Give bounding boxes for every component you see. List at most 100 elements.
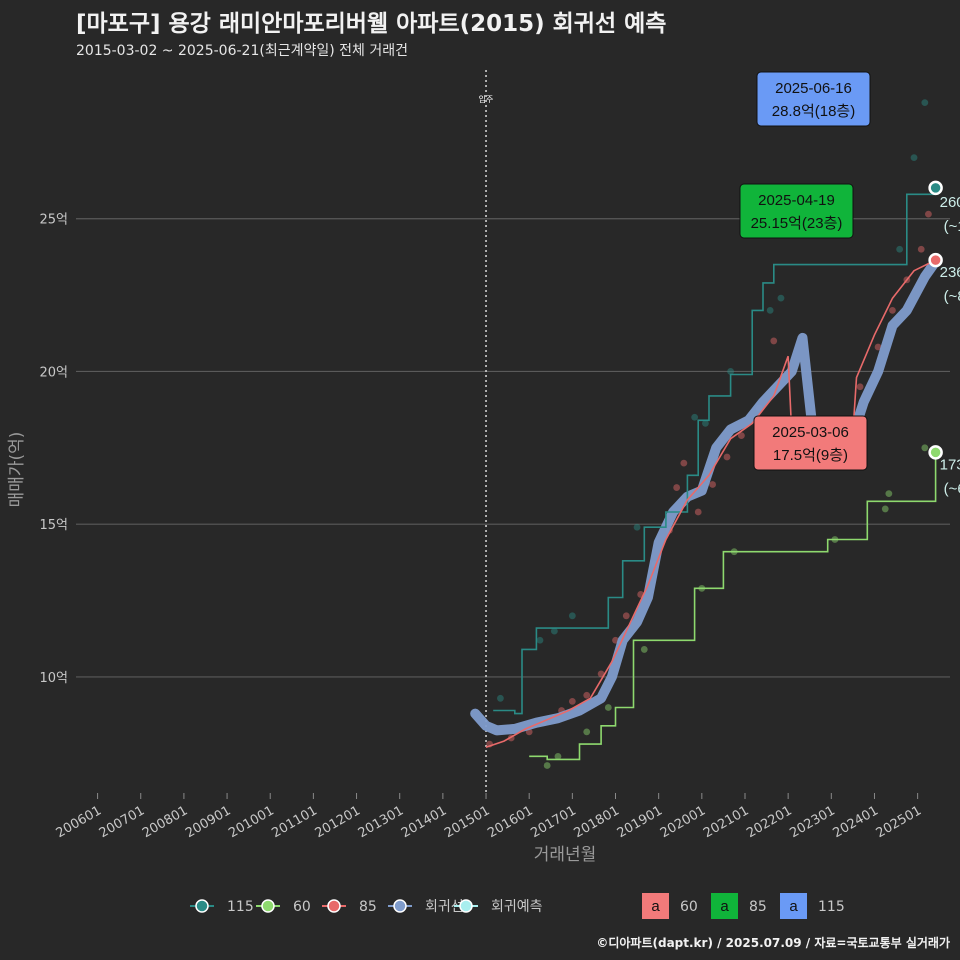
x-tick-label: 202101 — [701, 803, 751, 841]
regression-line — [470, 256, 941, 736]
forecast-value-label: 173,500 — [940, 456, 960, 473]
data-point-60 — [885, 490, 893, 498]
x-tick-label: 201001 — [226, 803, 276, 841]
data-point-115 — [568, 612, 576, 620]
data-point-85 — [889, 306, 896, 314]
data-point-85 — [694, 508, 702, 516]
data-point-60 — [881, 505, 889, 513]
x-tick-label: 202301 — [787, 803, 837, 841]
forecast-area-label: (~60㎡) — [944, 480, 960, 497]
legend-label: 60 — [293, 899, 311, 915]
legend-label: 회귀예측 — [491, 899, 543, 915]
forecast-value-label: 236,450 — [940, 264, 960, 281]
x-tick-label: 201501 — [442, 803, 492, 841]
y-axis-title: 매매가(억) — [7, 432, 27, 508]
y-tick-label: 10억 — [39, 671, 68, 686]
data-point-85 — [583, 691, 591, 699]
annotation-price: 17.5억(9층) — [773, 447, 848, 464]
data-point-85 — [622, 612, 630, 620]
annotation-date: 2025-03-06 — [772, 424, 849, 441]
x-tick-label: 201201 — [313, 803, 363, 841]
forecast-point-115 — [928, 180, 943, 196]
annotation-date: 2025-04-19 — [758, 192, 835, 209]
legend-label: 회귀선 — [425, 899, 464, 915]
x-tick-label: 201701 — [528, 803, 578, 841]
chart-subtitle: 2015-03-02 ~ 2025-06-21(최근계약일) 전체 거래건 — [76, 43, 408, 59]
forecast-value-label: 260,100 — [940, 194, 960, 211]
legend-label-glyph: a — [720, 898, 729, 915]
y-tick-label: 20억 — [39, 365, 68, 380]
annotation-box-60 — [753, 415, 868, 471]
x-tick-label: 202501 — [874, 803, 924, 841]
legend-label-text: 60 — [680, 899, 698, 915]
legend-label-swatch — [642, 893, 669, 919]
chart-footer: ©디아파트(dapt.kr) / 2025.07.09 / 자료=국토교통부 실… — [596, 936, 950, 950]
data-point-85 — [737, 432, 745, 440]
data-point-85 — [680, 459, 688, 467]
forecast-point-85 — [928, 252, 943, 268]
forecast-point-60 — [928, 445, 943, 460]
data-point-115 — [550, 627, 558, 635]
data-point-85 — [673, 484, 681, 491]
annotation-price: 28.8억(18층) — [772, 103, 855, 120]
data-point-115 — [777, 294, 785, 302]
data-point-115 — [691, 413, 699, 421]
data-point-115 — [896, 245, 904, 253]
data-point-60 — [604, 704, 612, 711]
data-point-115 — [497, 694, 504, 702]
data-point-60 — [554, 752, 562, 760]
x-tick-label: 200901 — [183, 803, 233, 841]
legend-label-swatch — [711, 893, 738, 919]
x-tick-label: 201901 — [615, 803, 665, 841]
series-line-60 — [529, 452, 937, 761]
forecast-area-label: (~115㎡) — [944, 218, 960, 235]
x-tick-label: 202201 — [744, 803, 794, 841]
data-point-85 — [770, 337, 778, 345]
legend-label: 115 — [227, 899, 254, 915]
legend-marker-regression — [393, 899, 407, 913]
data-point-115 — [910, 154, 918, 162]
legend-marker-115 — [195, 899, 209, 913]
y-tick-label: 15억 — [39, 518, 68, 533]
data-point-85 — [568, 697, 576, 705]
data-point-115 — [921, 99, 929, 107]
legend-label-text: 115 — [818, 899, 845, 915]
x-tick-label: 200701 — [97, 803, 147, 841]
annotation-price: 25.15억(23층) — [751, 215, 843, 232]
y-tick-label: 25억 — [39, 213, 68, 228]
data-point-115 — [536, 636, 544, 644]
x-tick-label: 200601 — [54, 803, 104, 841]
x-tick-label: 200801 — [140, 803, 190, 841]
data-point-115 — [766, 306, 774, 314]
data-point-85 — [723, 453, 731, 461]
annotation-date: 2025-06-16 — [775, 80, 852, 97]
forecast-area-label: (~85㎡) — [944, 288, 960, 305]
data-point-85 — [874, 343, 882, 351]
series-line-115 — [493, 187, 937, 715]
data-point-60 — [543, 762, 551, 769]
x-tick-label: 202401 — [831, 803, 881, 841]
legend-label-text: 85 — [749, 899, 767, 915]
data-point-85 — [856, 383, 864, 391]
data-point-85 — [917, 245, 925, 253]
data-point-115 — [702, 419, 709, 427]
legend-label-glyph: a — [789, 898, 798, 915]
move-in-label: 입주 — [479, 95, 494, 104]
x-tick-label: 201601 — [485, 803, 535, 841]
data-point-85 — [925, 210, 932, 218]
data-point-85 — [709, 481, 717, 488]
data-point-60 — [583, 728, 591, 736]
annotation-box-115 — [756, 71, 871, 127]
series-line-85 — [485, 259, 936, 748]
legend-marker-forecast — [459, 899, 473, 913]
chart-title: [마포구] 용강 래미안마포리버웰 아파트(2015) 회귀선 예측 — [76, 11, 667, 37]
x-tick-label: 201101 — [269, 803, 319, 841]
x-tick-label: 201301 — [356, 803, 406, 841]
data-point-60 — [640, 646, 648, 653]
x-tick-label: 201401 — [399, 803, 449, 841]
legend-label: 85 — [359, 899, 377, 915]
legend-label-glyph: a — [651, 898, 660, 915]
x-tick-label: 201801 — [572, 803, 622, 841]
